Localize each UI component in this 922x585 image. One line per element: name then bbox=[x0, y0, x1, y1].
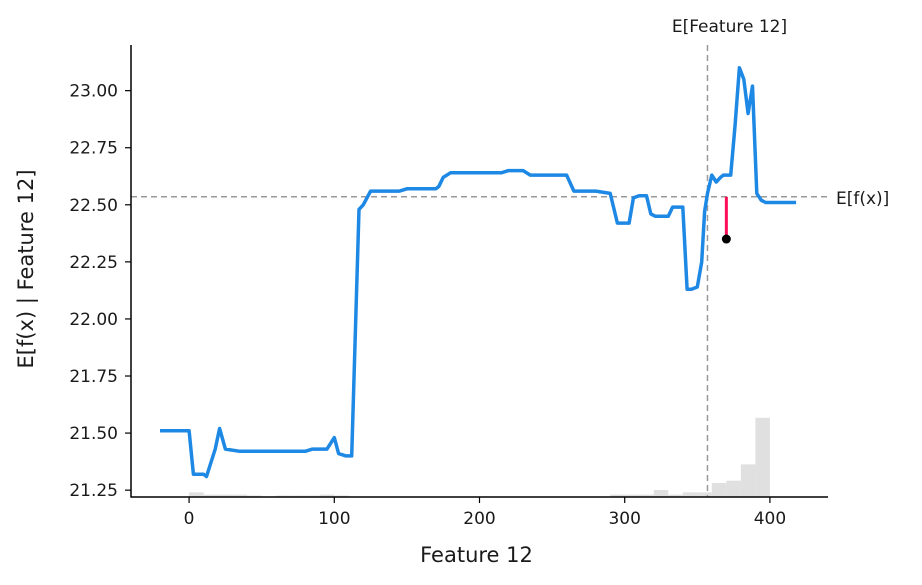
histogram-bar bbox=[189, 492, 204, 497]
histogram-bar bbox=[682, 492, 698, 497]
y-axis-title: E[f(x) | Feature 12] bbox=[14, 169, 39, 368]
histogram-bar bbox=[697, 492, 712, 497]
x-tick-label: 400 bbox=[754, 509, 786, 529]
histogram-bar bbox=[726, 480, 741, 497]
y-tick-label: 21.25 bbox=[69, 481, 118, 501]
expected-feature-label: E[Feature 12] bbox=[672, 17, 787, 37]
histogram-bar bbox=[668, 494, 683, 497]
x-axis-title: Feature 12 bbox=[420, 543, 533, 567]
x-tick-label: 200 bbox=[463, 509, 495, 529]
highlight-point bbox=[721, 234, 731, 244]
y-tick-label: 22.25 bbox=[69, 253, 118, 273]
histogram-bar bbox=[610, 494, 625, 497]
histogram-bar bbox=[319, 494, 335, 497]
y-tick-label: 21.75 bbox=[69, 367, 118, 387]
histogram-bar bbox=[755, 417, 770, 497]
axes: 0 100 200 300 400 21.25 21.50 21.75 22.00 22.25 22… bbox=[69, 45, 828, 529]
y-tick-label: 22.00 bbox=[69, 310, 118, 330]
y-tick-label: 22.75 bbox=[69, 139, 118, 159]
partial-dependence-line bbox=[160, 66, 797, 479]
x-tick-label: 0 bbox=[184, 509, 195, 529]
histogram-bar bbox=[218, 494, 233, 497]
x-tick-label: 100 bbox=[318, 509, 350, 529]
histogram-bar bbox=[711, 483, 727, 497]
y-tick-label: 22.50 bbox=[69, 196, 118, 216]
histogram-bar bbox=[740, 464, 756, 497]
histogram-bar bbox=[624, 494, 640, 497]
histogram-bar bbox=[232, 494, 248, 497]
histogram-bar bbox=[203, 494, 219, 497]
x-tick-label: 300 bbox=[608, 509, 640, 529]
y-tick-label: 23.00 bbox=[69, 82, 118, 102]
histogram-bar bbox=[653, 490, 669, 497]
expected-value-label: E[f(x)] bbox=[836, 189, 889, 209]
histogram-bar bbox=[639, 494, 654, 497]
y-tick-label: 21.50 bbox=[69, 424, 118, 444]
feature-histogram bbox=[189, 417, 770, 497]
